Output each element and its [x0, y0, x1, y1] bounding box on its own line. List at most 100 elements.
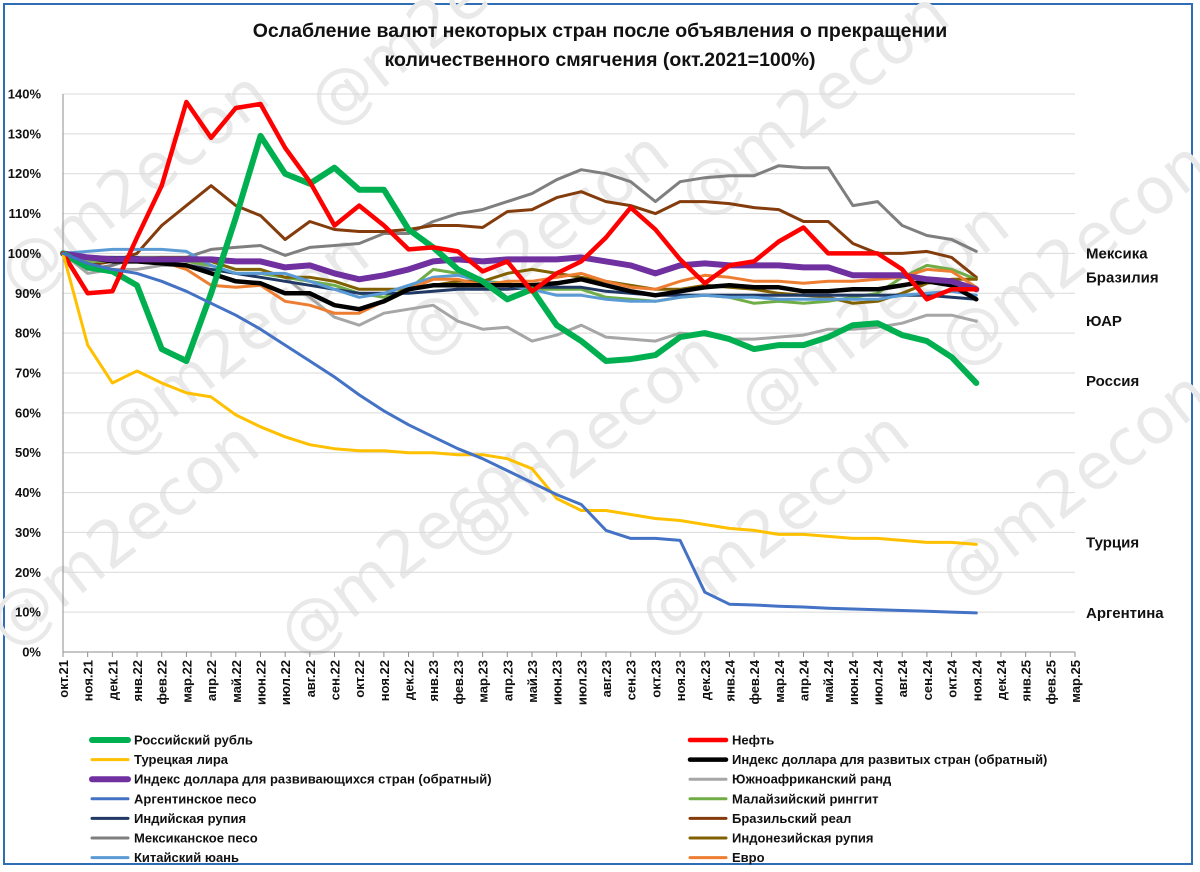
legend-label: Индонезийская рупия: [732, 831, 874, 846]
end-label: Россия: [1086, 373, 1139, 390]
x-tick-label: авг.22: [303, 660, 318, 697]
legend-item: Южноафриканский ранд: [688, 772, 892, 787]
x-tick-label: окт.22: [352, 660, 367, 698]
x-tick-label: апр.23: [500, 660, 515, 701]
x-tick-label: ноя.23: [673, 660, 688, 701]
series-line-мексиканское-песо: [61, 164, 978, 271]
legend-label: Мексиканское песо: [134, 831, 258, 846]
series-line-бразильский-реал: [61, 184, 978, 279]
legend-item: Аргентинское песо: [90, 791, 257, 806]
x-tick-label: окт.21: [56, 660, 71, 698]
x-tick-label: сен.22: [328, 660, 343, 700]
y-tick-label: 100%: [8, 246, 42, 261]
legend-item: Малайзийский ринггит: [688, 791, 878, 806]
x-tick-label: дек.21: [105, 660, 120, 700]
x-tick-label: ноя.21: [81, 660, 96, 701]
legend-label: Бразильский реал: [732, 811, 851, 826]
series-lines: [60, 99, 980, 615]
end-label: Аргентина: [1086, 605, 1164, 622]
legend-label: Евро: [732, 850, 765, 865]
legend-item: Бразильский реал: [688, 811, 851, 826]
y-tick-label: 80%: [15, 326, 41, 341]
legend-label: Индийская рупия: [134, 811, 246, 826]
legend-label: Южноафриканский ранд: [732, 772, 892, 787]
x-tick-label: янв.25: [1019, 660, 1034, 702]
legend-item: Российский рубль: [89, 733, 253, 748]
end-labels: Мексика Бразилия ЮАР Россия Турция Аргентина: [1086, 245, 1164, 622]
x-tick-label: июл.24: [871, 659, 886, 705]
x-tick-label: апр.24: [796, 659, 811, 701]
legend-label: Аргентинское песо: [134, 791, 257, 806]
x-tick-label: сен.23: [624, 660, 639, 700]
x-tick-label: мар.22: [179, 660, 194, 703]
end-label: ЮАР: [1086, 313, 1122, 330]
legend-item: Турецкая лира: [90, 752, 229, 767]
legend-item: Мексиканское песо: [90, 831, 258, 846]
x-tick-label: фев.25: [1043, 660, 1058, 705]
x-tick-label: май.22: [229, 660, 244, 703]
legend-label: Турецкая лира: [134, 752, 229, 767]
y-tick-label: 60%: [15, 405, 41, 420]
legend-label: Индекс доллара для развивающихся стран (…: [134, 772, 492, 787]
legend-label: Российский рубль: [134, 733, 253, 748]
x-tick-label: фев.22: [155, 660, 170, 705]
y-tick-label: 120%: [8, 166, 42, 181]
x-tick-label: сен.24: [920, 659, 935, 700]
x-tick-label: дек.22: [402, 660, 417, 700]
y-axis: 0% 10% 20% 30% 40% 50% 60% 70% 80% 90% 100% 110% 120…: [8, 87, 64, 660]
legend-item: Индонезийская рупия: [688, 831, 874, 846]
x-tick-label: мар.23: [476, 660, 491, 703]
legend-label: Малайзийский ринггит: [732, 791, 878, 806]
y-tick-label: 110%: [8, 206, 41, 221]
y-tick-label: 140%: [8, 87, 42, 102]
x-tick-label: июн.24: [846, 659, 861, 705]
end-label: Бразилия: [1086, 269, 1159, 286]
x-tick-label: янв.23: [426, 660, 441, 702]
x-tick-label: окт.23: [648, 660, 663, 698]
x-tick-label: апр.22: [204, 660, 219, 701]
x-tick-label: мар.24: [772, 659, 787, 702]
legend-item: Китайский юань: [90, 850, 239, 865]
chart-frame: [3, 3, 1193, 865]
y-tick-label: 70%: [15, 366, 41, 381]
chart-title-line-1: Ослабление валют некоторых стран после о…: [253, 20, 948, 42]
y-tick-label: 40%: [15, 485, 41, 500]
end-label: Мексика: [1086, 245, 1148, 262]
y-tick-label: 10%: [15, 605, 41, 620]
x-tick-label: окт.24: [945, 659, 960, 698]
x-tick-label: фев.24: [747, 659, 762, 704]
series-line-индекс-доллара-для-развивающихся-стран-обратный: [60, 250, 980, 293]
watermark-text: @m2econ: [924, 356, 1200, 612]
series-line-нефть: [60, 99, 979, 302]
y-tick-label: 0%: [22, 645, 41, 660]
end-label: Турция: [1086, 534, 1139, 551]
x-tick-label: май.24: [821, 659, 836, 703]
x-tick-label: июн.22: [253, 660, 268, 705]
x-tick-label: фев.23: [451, 660, 466, 705]
y-tick-label: 50%: [15, 445, 41, 460]
series-line-турецкая-лира: [61, 251, 978, 546]
series-line-аргентинское-песо: [61, 251, 978, 615]
legend-label: Индекс доллара для развитых стран (обрат…: [732, 752, 1047, 767]
x-tick-label: июн.23: [550, 660, 565, 705]
legend-item: Индекс доллара для развивающихся стран (…: [89, 772, 492, 787]
legend-item: Нефть: [687, 733, 774, 748]
watermark-text: @m2econ: [434, 316, 733, 572]
x-tick-label: янв.22: [130, 660, 145, 702]
y-tick-label: 90%: [15, 286, 41, 301]
x-tick-label: ноя.24: [969, 659, 984, 701]
x-tick-label: июл.23: [574, 660, 589, 705]
y-tick-label: 20%: [15, 565, 41, 580]
legend-item: Евро: [688, 850, 765, 865]
x-tick-label: авг.24: [895, 659, 910, 697]
x-tick-label: янв.24: [722, 659, 737, 701]
x-tick-label: мар.25: [1068, 660, 1083, 703]
series-line-российский-рубль: [60, 132, 980, 386]
legend-label: Нефть: [732, 733, 774, 748]
x-tick-label: июл.22: [278, 660, 293, 705]
x-tick-label: май.23: [525, 660, 540, 703]
chart-title-line-2: количественного смягчения (окт.2021=100%…: [385, 49, 816, 71]
legend-label: Китайский юань: [134, 850, 239, 865]
x-tick-label: дек.23: [698, 660, 713, 700]
